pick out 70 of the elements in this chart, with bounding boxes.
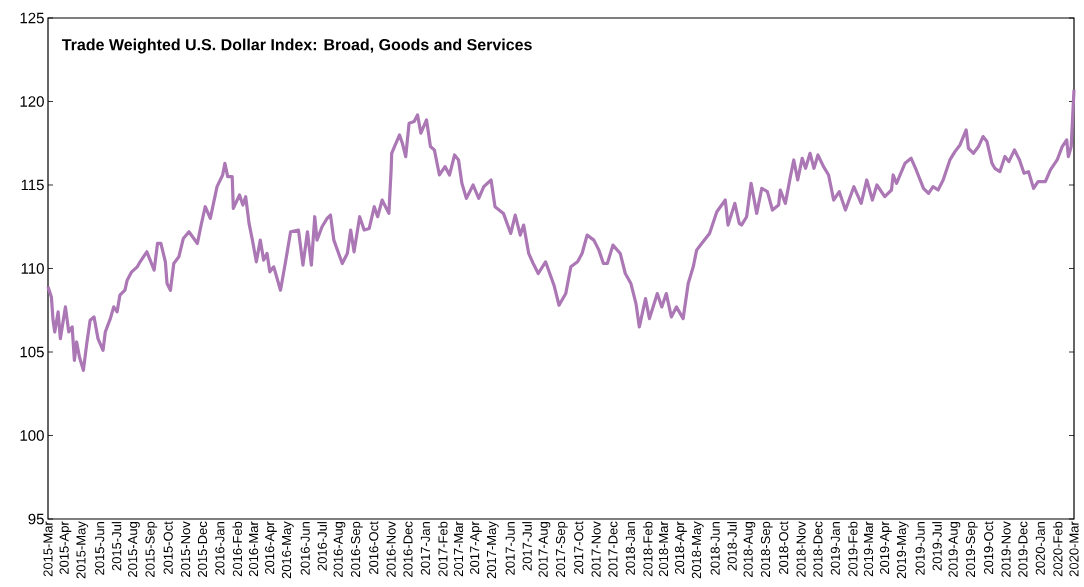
x-tick-label: 2018-May — [691, 521, 704, 579]
x-tick-label: 2018-Mar — [658, 521, 669, 577]
x-tick-label: 2015-Jul — [111, 522, 122, 571]
x-tick-label: 2018-Aug — [743, 522, 756, 577]
x-tick-label: 2016-Jun — [300, 522, 310, 575]
x-tick-label: 2020-Mar — [1069, 521, 1079, 577]
x-tick-label: 2018-Sep — [760, 521, 773, 577]
x-tick-label: 2019-Feb — [847, 521, 858, 577]
x-tick-label: 2017-Aug — [538, 522, 551, 577]
x-tick-label: 2015-Dec — [197, 521, 208, 577]
x-tick-label: 2017-Jun — [505, 522, 515, 575]
x-tick-label: 2019-Nov — [1001, 521, 1011, 577]
y-tick-label: 125 — [20, 12, 44, 24]
x-tick-label: 2016-Oct — [369, 521, 379, 575]
y-tick-label: 120 — [20, 96, 44, 107]
x-tick-label: 2017-Apr — [470, 521, 482, 575]
x-tick-label: 2018-Dec — [813, 521, 823, 577]
x-tick-label: 2019-Apr — [879, 521, 892, 575]
x-tick-label: 2018-Jan — [625, 522, 635, 575]
x-tick-label: 2018-Jun — [710, 522, 720, 575]
x-tick-label: 2016-Jan — [215, 522, 225, 575]
x-tick-label: 2019-Jun — [915, 522, 925, 575]
x-tick-label: 2016-Dec — [403, 521, 413, 577]
x-tick-label: 2016-Nov — [386, 521, 396, 577]
x-tick-label: 2019-Dec — [1018, 521, 1028, 577]
x-tick-label: 2018-Nov — [796, 521, 806, 577]
x-tick-label: 2016-Jul — [317, 522, 327, 571]
x-tick-label: 2019-May — [896, 521, 909, 579]
x-tick-label: 2020-Feb — [1052, 521, 1063, 577]
x-tick-label: 2015-Sep — [145, 521, 158, 577]
x-tick-label: 2018-Oct — [779, 521, 789, 575]
x-tick-label: 2017-Nov — [591, 521, 601, 577]
x-tick-label: 2015-May — [76, 521, 89, 579]
x-tick-label: 2020-Jan — [1035, 522, 1045, 575]
x-tick-label: 2016-Mar — [248, 521, 259, 577]
text: Trade Weighted U.S. Dollar Index: Broad, Goods and Services — [61, 38, 532, 54]
y-tick-label: 95 — [28, 513, 44, 525]
x-tick-label: 2018-Feb — [642, 521, 653, 577]
line-series — [46, 88, 1076, 372]
y-tick-label: 115 — [21, 179, 44, 191]
x-tick-label: 2018-Jul — [727, 522, 737, 571]
x-tick-label: 2019-Sep — [965, 521, 978, 577]
x-tick-label: 2016-Sep — [350, 521, 363, 577]
x-tick-label: 2017-Oct — [574, 521, 584, 575]
x-tick-label: 2016-Feb — [232, 521, 243, 577]
x-tick-label: 2016-Apr — [265, 521, 277, 575]
x-tick-label: 2017-Sep — [555, 521, 568, 577]
x-tick-label: 2017-Feb — [438, 521, 448, 577]
x-tick-label: 2019-Mar — [863, 521, 874, 577]
x-tick-label: 2015-Oct — [163, 521, 173, 575]
x-tick-label: 2017-Jan — [420, 522, 430, 575]
x-tick-label: 2017-May — [486, 521, 499, 579]
x-tick-label: 2019-Jul — [932, 522, 942, 571]
y-tick-label: 110 — [21, 263, 44, 274]
x-tick-label: 2018-Apr — [675, 521, 687, 575]
x-tick-label: 2019-Aug — [948, 522, 961, 577]
y-tick-label: 100 — [20, 430, 44, 441]
x-tick-label: 2019-Oct — [984, 521, 994, 575]
x-tick-label: 2015-Aug — [128, 522, 140, 577]
x-tick-label: 2017-Mar — [453, 521, 464, 577]
x-tick-label: 2015-Apr — [59, 521, 72, 575]
y-tick-label: 105 — [20, 346, 44, 358]
x-tick-label: 2016-May — [281, 521, 294, 579]
x-tick-label: 2015-Mar — [43, 521, 53, 577]
x-tick-label: 2016-Aug — [333, 522, 346, 577]
x-tick-label: 2017-Dec — [608, 521, 618, 577]
x-tick-label: 2015-Jun — [95, 522, 105, 575]
x-tick-label: 2019-Jan — [830, 522, 840, 575]
x-tick-label: 2015-Nov — [180, 521, 191, 577]
x-tick-label: 2017-Jul — [522, 522, 532, 571]
